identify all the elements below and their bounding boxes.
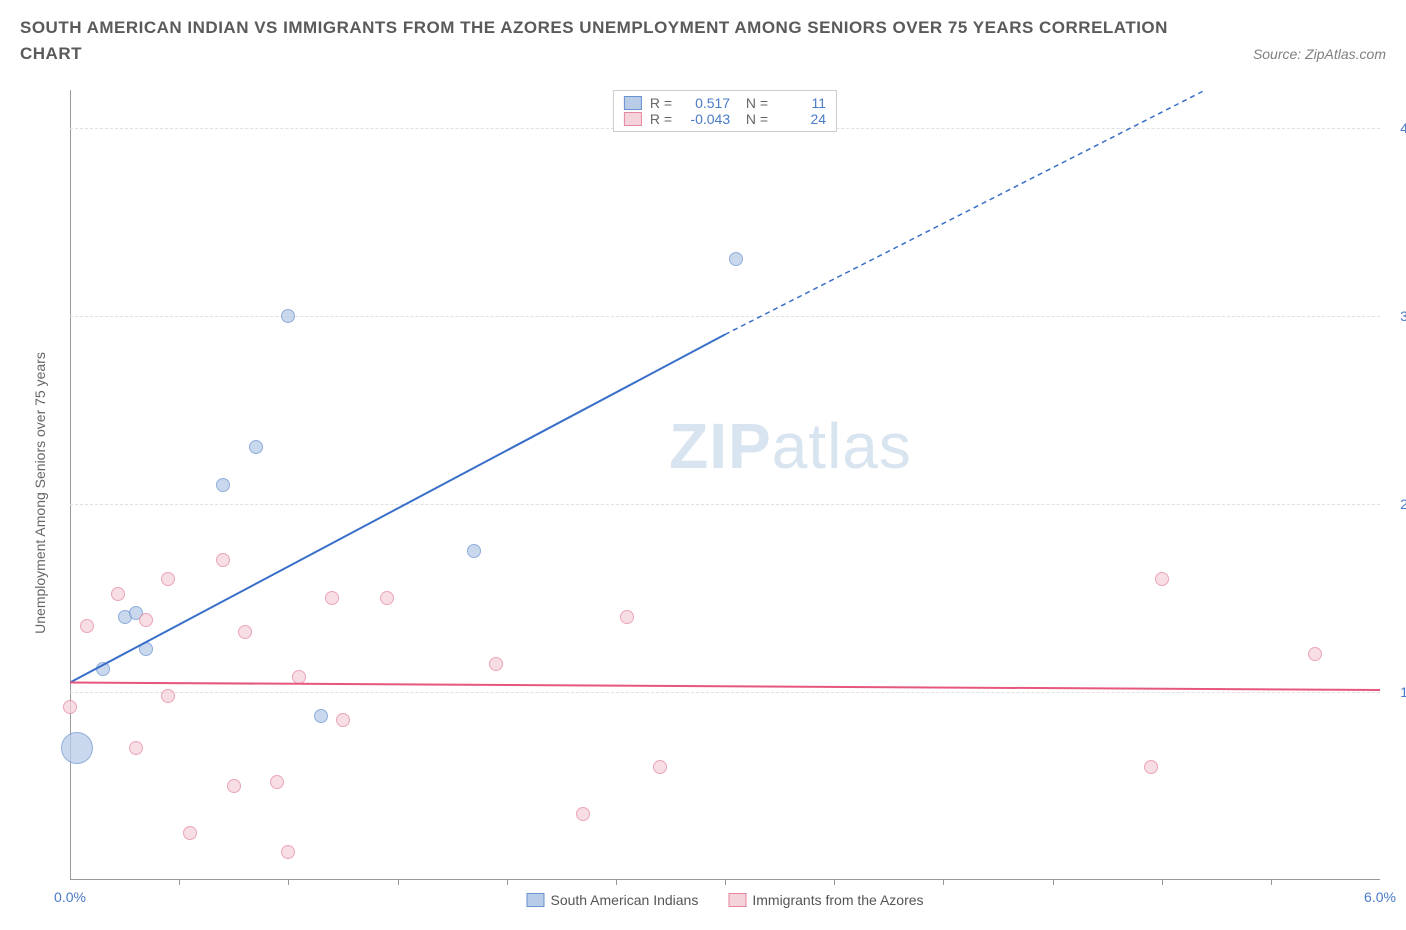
chart-title: SOUTH AMERICAN INDIAN VS IMMIGRANTS FROM… xyxy=(20,18,1386,38)
x-tick-mark xyxy=(1271,880,1272,885)
scatter-point xyxy=(249,440,263,454)
scatter-point xyxy=(576,807,590,821)
scatter-point xyxy=(467,544,481,558)
legend-item: Immigrants from the Azores xyxy=(728,892,923,908)
x-tick-label: 0.0% xyxy=(54,889,86,905)
scatter-point xyxy=(238,625,252,639)
legend-item: South American Indians xyxy=(526,892,698,908)
chart-subtitle: CHART xyxy=(20,44,82,64)
scatter-point xyxy=(729,252,743,266)
scatter-point xyxy=(216,553,230,567)
y-axis-label: Unemployment Among Seniors over 75 years xyxy=(32,352,48,634)
x-tick-mark xyxy=(398,880,399,885)
scatter-point xyxy=(620,610,634,624)
scatter-point xyxy=(183,826,197,840)
chart-area: Unemployment Among Seniors over 75 years… xyxy=(70,90,1380,880)
legend-n-value: 11 xyxy=(776,95,826,111)
y-tick-label: 40.0% xyxy=(1400,120,1406,136)
scatter-point xyxy=(139,613,153,627)
x-tick-mark xyxy=(943,880,944,885)
x-tick-mark xyxy=(179,880,180,885)
y-tick-label: 30.0% xyxy=(1400,308,1406,324)
scatter-point xyxy=(314,709,328,723)
source-attribution: Source: ZipAtlas.com xyxy=(1253,46,1386,62)
scatter-point xyxy=(63,700,77,714)
y-tick-label: 20.0% xyxy=(1400,496,1406,512)
x-tick-mark xyxy=(1162,880,1163,885)
legend-series-name: Immigrants from the Azores xyxy=(752,892,923,908)
legend-n-label: N = xyxy=(738,111,768,127)
x-tick-mark xyxy=(288,880,289,885)
legend-swatch xyxy=(624,112,642,126)
legend-n-label: N = xyxy=(738,95,768,111)
scatter-point xyxy=(129,741,143,755)
scatter-point xyxy=(111,587,125,601)
legend-r-label: R = xyxy=(650,111,672,127)
legend-row: R = 0.517 N = 11 xyxy=(624,95,826,111)
scatter-point xyxy=(270,775,284,789)
scatter-point xyxy=(325,591,339,605)
scatter-point xyxy=(80,619,94,633)
scatter-point xyxy=(336,713,350,727)
x-tick-mark xyxy=(725,880,726,885)
y-tick-label: 10.0% xyxy=(1400,684,1406,700)
scatter-point xyxy=(489,657,503,671)
legend-row: R = -0.043 N = 24 xyxy=(624,111,826,127)
scatter-point xyxy=(227,779,241,793)
scatter-point xyxy=(1308,647,1322,661)
correlation-legend: R = 0.517 N = 11 R = -0.043 N = 24 xyxy=(613,90,837,132)
x-tick-mark xyxy=(616,880,617,885)
legend-swatch xyxy=(728,893,746,907)
grid-line xyxy=(70,692,1380,693)
scatter-point xyxy=(161,689,175,703)
scatter-point xyxy=(1155,572,1169,586)
legend-r-value: -0.043 xyxy=(680,111,730,127)
legend-swatch xyxy=(526,893,544,907)
scatter-point xyxy=(139,642,153,656)
scatter-point xyxy=(96,662,110,676)
legend-r-label: R = xyxy=(650,95,672,111)
scatter-point xyxy=(380,591,394,605)
x-tick-label: 6.0% xyxy=(1364,889,1396,905)
scatter-point xyxy=(281,845,295,859)
series-legend: South American Indians Immigrants from th… xyxy=(526,892,923,908)
scatter-point xyxy=(292,670,306,684)
scatter-point xyxy=(653,760,667,774)
legend-series-name: South American Indians xyxy=(550,892,698,908)
scatter-point xyxy=(161,572,175,586)
scatter-point xyxy=(216,478,230,492)
scatter-point xyxy=(61,732,93,764)
scatter-point xyxy=(281,309,295,323)
x-tick-mark xyxy=(834,880,835,885)
grid-line xyxy=(70,316,1380,317)
legend-r-value: 0.517 xyxy=(680,95,730,111)
scatter-point xyxy=(1144,760,1158,774)
legend-swatch xyxy=(624,96,642,110)
x-tick-mark xyxy=(507,880,508,885)
plot-area: 10.0%20.0%30.0%40.0%0.0%6.0% xyxy=(70,90,1380,880)
grid-line xyxy=(70,504,1380,505)
legend-n-value: 24 xyxy=(776,111,826,127)
x-tick-mark xyxy=(1053,880,1054,885)
